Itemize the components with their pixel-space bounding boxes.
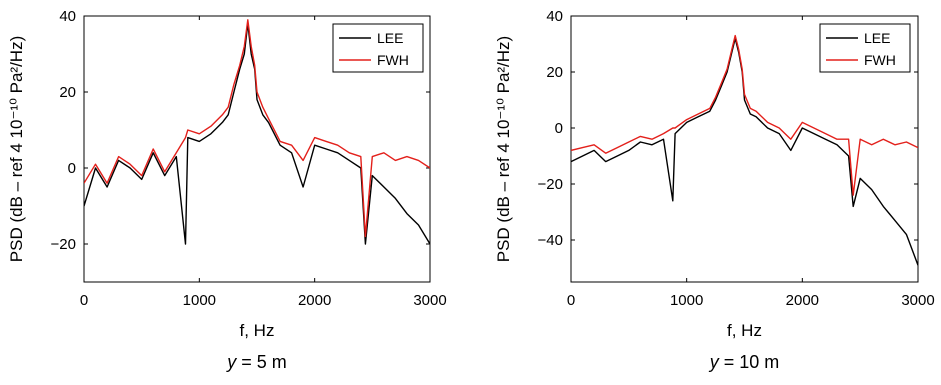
caption-variable: y: [708, 352, 720, 372]
x-tick-label: 2000: [786, 292, 819, 309]
x-tick-label: 1000: [670, 292, 703, 309]
y-tick-label: 0: [555, 120, 563, 137]
y-tick-label: −20: [51, 236, 76, 253]
caption-variable: y: [225, 352, 237, 372]
plot-frame: [570, 15, 919, 283]
plot-frame: [83, 15, 431, 283]
y-tick-label: 20: [59, 84, 76, 101]
chart-panel-2: 0 1000 2000 3000 −40 −20 0 20 40 f, Hz PSD (dB – r…: [494, 8, 935, 372]
y-tick-label: 40: [59, 8, 76, 25]
legend-box: [819, 23, 911, 73]
x-tick-label: 3000: [901, 292, 934, 309]
x-tick-label: 3000: [413, 292, 446, 309]
y-tick-label: −20: [538, 176, 563, 193]
y-tick-label: −40: [538, 232, 563, 249]
caption-value: = 5 m: [236, 352, 287, 372]
legend: LEE FWH: [332, 23, 424, 73]
y-tick-label: 20: [546, 64, 563, 81]
x-tick-label: 0: [80, 292, 88, 309]
x-tick-label: 2000: [298, 292, 331, 309]
series-group: [571, 34, 918, 266]
y-tick-label: 0: [68, 160, 76, 177]
x-tick-label: 0: [567, 292, 575, 309]
chart-panel-1: 0 1000 2000 3000 −20 0 20 40 f, Hz PSD (dB – ref …: [7, 8, 447, 372]
y-axis-label: PSD (dB – ref 4 10⁻¹⁰ Pa²/Hz): [494, 36, 513, 262]
x-tick-label: 1000: [183, 292, 216, 309]
legend-label-lee: LEE: [377, 30, 403, 46]
caption-value: = 10 m: [719, 352, 780, 372]
x-axis-label: f, Hz: [240, 321, 275, 340]
series-line-fwh: [571, 34, 918, 196]
panel-caption: y = 5 m: [225, 352, 287, 372]
series-group: [84, 19, 430, 245]
legend-label-fwh: FWH: [377, 52, 409, 68]
panel-caption: y = 10 m: [708, 352, 780, 372]
legend: LEE FWH: [819, 23, 911, 73]
y-tick-label: 40: [546, 8, 563, 25]
legend-label-lee: LEE: [864, 30, 890, 46]
series-line-fwh: [84, 19, 430, 238]
legend-box: [332, 23, 424, 73]
x-axis-label: f, Hz: [727, 321, 762, 340]
y-axis-label: PSD (dB – ref 4 10⁻¹⁰ Pa²/Hz): [7, 36, 26, 262]
legend-label-fwh: FWH: [864, 52, 896, 68]
